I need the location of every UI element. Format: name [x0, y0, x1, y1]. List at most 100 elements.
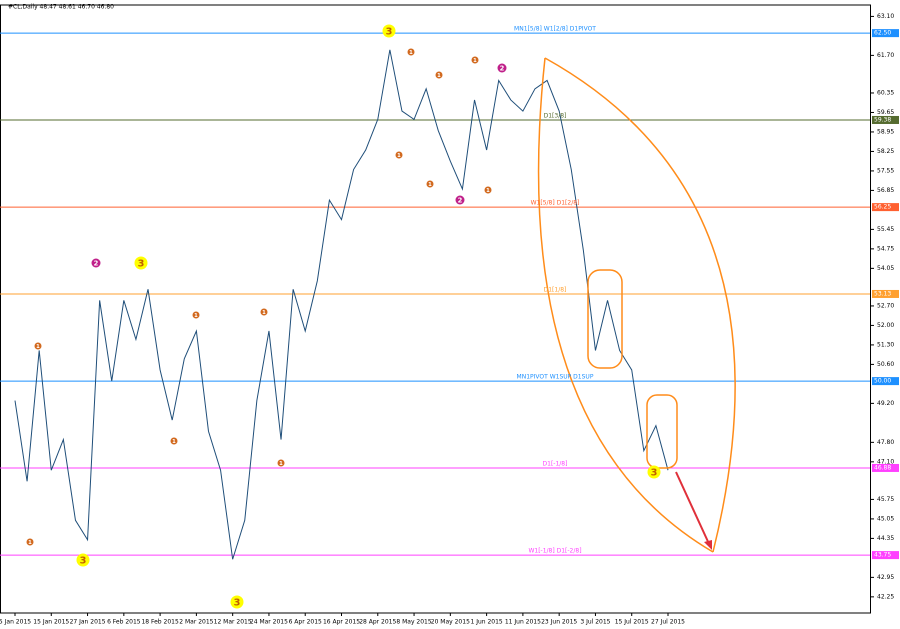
- y-tick-label: 61.70: [877, 52, 894, 59]
- y-tick-label: 58.95: [877, 128, 894, 135]
- wave-marker: [647, 465, 661, 479]
- wave-label: 3: [234, 598, 241, 609]
- wave-marker: [497, 63, 507, 73]
- wave-label: 1: [428, 182, 432, 188]
- wave-label: 1: [397, 153, 401, 159]
- level-price-box: [872, 203, 899, 212]
- plot-frame: [0, 4, 871, 614]
- wave-label: 1: [262, 310, 266, 316]
- y-tick-label: 59.65: [877, 109, 894, 116]
- x-tick-label: 6 Apr 2015: [289, 619, 322, 626]
- level-price-label: 50.00: [874, 378, 891, 385]
- x-tick-label: 15 Jul 2015: [615, 619, 649, 626]
- level-price-box: [872, 29, 899, 38]
- range-box: [646, 394, 678, 469]
- arrow: [675, 471, 711, 547]
- wave-marker: [435, 71, 443, 79]
- x-tick-label: 20 May 2015: [431, 619, 470, 626]
- y-tick-label: 63.10: [877, 13, 894, 20]
- x-tick-label: 27 Jul 2015: [651, 619, 685, 626]
- wave-label: 1: [194, 313, 198, 319]
- wave-label: 3: [80, 556, 87, 567]
- x-tick-label: 6 Feb 2015: [107, 619, 141, 626]
- y-tick-label: 58.25: [877, 148, 894, 155]
- y-tick-label: 57.55: [877, 167, 894, 174]
- y-tick-label: 50.60: [877, 361, 894, 368]
- level-price-label: 59.38: [874, 116, 891, 123]
- level-label: D1[3/8]: [544, 112, 567, 119]
- arrow-head: [704, 540, 712, 550]
- wave-marker: [192, 311, 200, 319]
- x-tick-label: 15 Jan 2015: [33, 619, 69, 626]
- wave-label: 2: [94, 260, 99, 268]
- level-price-label: 56.25: [874, 204, 891, 211]
- level-label: W1[-1/8] D1[-2/8]: [528, 548, 581, 555]
- wave-marker: [484, 186, 492, 194]
- x-tick-label: 23 Jun 2015: [541, 619, 577, 626]
- y-tick-label: 54.75: [877, 245, 894, 252]
- wave-marker: [455, 195, 465, 205]
- level-price-box: [872, 115, 899, 124]
- y-tick-label: 45.05: [877, 515, 894, 522]
- y-tick-label: 47.80: [877, 439, 894, 446]
- level-label: W1[5/8] D1[2/8]: [531, 200, 580, 207]
- level-label: D1[-1/8]: [543, 460, 568, 467]
- y-tick-label: 55.45: [877, 226, 894, 233]
- level-price-box: [872, 377, 899, 386]
- wave-marker: [26, 538, 34, 546]
- wave-marker: [407, 48, 415, 56]
- wave-marker: [277, 459, 285, 467]
- level-price-label: 46.88: [874, 464, 891, 471]
- level-label: MN1PIVOT W1SUP D1SUP: [517, 374, 594, 381]
- wave-marker: [76, 553, 90, 567]
- wave-label: 3: [651, 468, 658, 479]
- wave-label: 1: [409, 50, 413, 56]
- wave-label: 1: [279, 461, 283, 467]
- wave-marker: [426, 180, 434, 188]
- range-box: [587, 269, 623, 369]
- y-tick-label: 47.10: [877, 458, 894, 465]
- x-tick-label: 11 Jun 2015: [505, 619, 541, 626]
- wave-label: 2: [458, 197, 463, 205]
- wave-label: 1: [486, 188, 490, 194]
- wave-marker: [230, 595, 244, 609]
- wave-marker: [382, 24, 396, 38]
- wave-marker: [170, 437, 178, 445]
- wave-label: 1: [437, 73, 441, 79]
- level-label: MN1[5/8] W1[2/8] D1PIVOT: [514, 26, 596, 33]
- wave-marker: [34, 342, 42, 350]
- y-tick-label: 52.00: [877, 322, 894, 329]
- y-tick-label: 45.75: [877, 496, 894, 503]
- wave-label: 1: [172, 439, 176, 445]
- level-price-box: [872, 463, 899, 472]
- x-tick-label: 12 Mar 2015: [214, 619, 252, 626]
- y-tick-label: 54.05: [877, 265, 894, 272]
- x-tick-label: 8 May 2015: [396, 619, 431, 626]
- level-price-label: 62.50: [874, 30, 891, 37]
- x-tick-label: 1 Jun 2015: [470, 619, 502, 626]
- wave-marker: [395, 151, 403, 159]
- wave-marker: [471, 56, 479, 64]
- x-tick-label: 28 Apr 2015: [359, 619, 396, 626]
- x-tick-label: 16 Apr 2015: [323, 619, 360, 626]
- x-tick-label: 18 Feb 2015: [141, 619, 179, 626]
- x-tick-label: 5 Jan 2015: [0, 619, 31, 626]
- forecast-curve: [537, 57, 714, 553]
- y-tick-label: 56.85: [877, 187, 894, 194]
- x-tick-label: 24 Mar 2015: [250, 619, 288, 626]
- x-tick-label: 3 Jul 2015: [580, 619, 610, 626]
- x-tick-label: 27 Jan 2015: [70, 619, 106, 626]
- wave-marker: [260, 308, 268, 316]
- y-tick-label: 42.95: [877, 574, 894, 581]
- price-line: [14, 49, 669, 560]
- wave-label: 2: [500, 65, 505, 73]
- level-price-label: 43.75: [874, 552, 891, 559]
- y-tick-label: 42.25: [877, 593, 894, 600]
- y-tick-label: 52.70: [877, 302, 894, 309]
- wave-label: 1: [473, 58, 477, 64]
- wave-label: 1: [36, 344, 40, 350]
- level-price-label: 53.13: [874, 290, 891, 297]
- y-tick-label: 60.35: [877, 89, 894, 96]
